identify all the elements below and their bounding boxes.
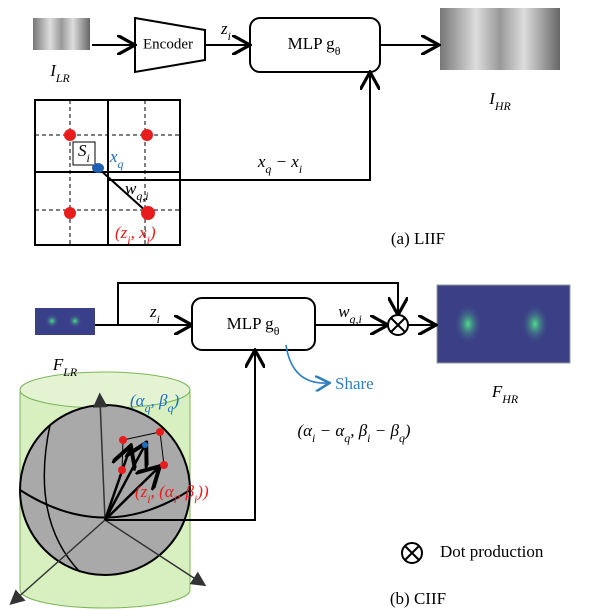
subscript: θ	[335, 44, 341, 58]
query-point	[92, 163, 104, 173]
subscript: LR	[62, 365, 78, 379]
label: (zi, xi)	[115, 223, 156, 247]
text-part: )	[149, 223, 156, 242]
caption: (b) CIIF	[390, 589, 446, 608]
text-part: w	[338, 302, 350, 321]
label: zi	[220, 19, 231, 43]
label: ILR	[49, 61, 70, 85]
label: Si	[78, 141, 90, 165]
text-part: )	[404, 421, 411, 440]
grid	[35, 100, 180, 245]
subscript: i	[87, 151, 90, 165]
subscript: q,i	[350, 312, 362, 326]
subscript: q,i	[136, 189, 148, 203]
text-part: , β	[151, 391, 169, 410]
label: Share	[335, 374, 374, 393]
text-part: , (α	[151, 482, 175, 501]
diagram: ILR Encoder zi MLP gθ IHR Si xq wq,i (zi…	[0, 0, 591, 610]
liif: ILR Encoder zi MLP gθ IHR Si xq wq,i (zi…	[33, 8, 560, 248]
label: wq,i	[338, 302, 362, 326]
text-part: − β	[370, 421, 399, 440]
label: (αi − αq, βi − βq)	[297, 421, 410, 445]
text-part: MLP g	[227, 314, 275, 333]
subscript: HR	[494, 99, 512, 113]
label: FHR	[491, 382, 519, 406]
text-part: ))	[196, 482, 209, 501]
text-part: w	[125, 179, 137, 198]
ciif: FLR zi MLP gθ wq,i Share FHR (αi − αq, β…	[15, 283, 570, 608]
text-part: F	[52, 355, 64, 374]
label: xq	[109, 147, 124, 171]
label: xq − xi	[257, 152, 302, 176]
caption: (a) LIIF	[391, 229, 445, 248]
text-part: (z	[115, 223, 128, 242]
text-part: , β	[177, 482, 195, 501]
arrow	[108, 74, 370, 180]
text-part: F	[491, 382, 503, 401]
label: Encoder	[143, 36, 193, 52]
subscript: i	[157, 312, 160, 326]
lr-feature	[35, 308, 95, 335]
subscript: i	[299, 162, 302, 176]
text-part: − α	[315, 421, 345, 440]
otimes-legend	[402, 543, 422, 563]
lr-image	[33, 18, 90, 50]
subscript: θ	[274, 324, 280, 338]
subscript: q	[118, 157, 124, 171]
text-part: , x	[131, 223, 148, 242]
text-part: )	[172, 391, 179, 410]
subscript: HR	[501, 392, 519, 406]
text-part: (z	[135, 482, 148, 501]
text-part: (α	[130, 391, 146, 410]
label: zi	[149, 302, 160, 326]
text-part: MLP g	[288, 34, 336, 53]
subscript: LR	[55, 71, 71, 85]
label: wq,i	[125, 179, 149, 203]
label: IHR	[488, 89, 511, 113]
otimes	[388, 315, 408, 335]
hr-image	[440, 8, 560, 70]
text-part: − x	[271, 152, 299, 171]
legend-label: Dot production	[440, 542, 544, 561]
text-part: , β	[350, 421, 368, 440]
text-part: (α	[297, 421, 313, 440]
subscript: i	[228, 29, 231, 43]
